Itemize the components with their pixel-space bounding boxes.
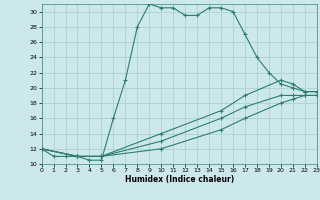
X-axis label: Humidex (Indice chaleur): Humidex (Indice chaleur) — [124, 175, 234, 184]
